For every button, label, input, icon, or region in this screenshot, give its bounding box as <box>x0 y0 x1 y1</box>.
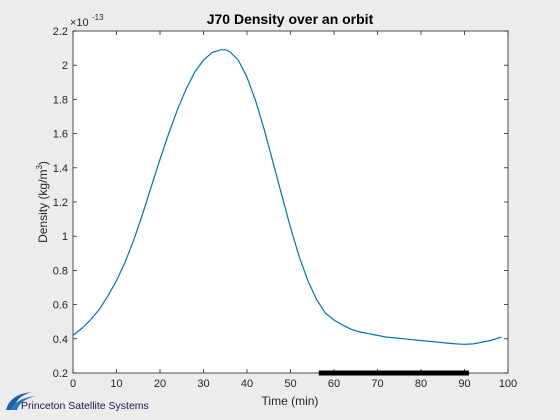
x-tick-label: 40 <box>241 378 253 390</box>
y-tick-label: 1.4 <box>53 163 68 175</box>
x-tick-label: 30 <box>197 378 209 390</box>
y-tick-label: 0.8 <box>53 265 68 277</box>
x-tick-label: 50 <box>284 378 296 390</box>
y-axis-label: Density (kg/m3) <box>35 161 50 243</box>
y-tick-label: 0.6 <box>53 300 68 312</box>
y-axis-label-sup: 3 <box>35 165 44 170</box>
eclipse-bar <box>318 370 469 376</box>
y-tick-label: 1 <box>62 231 68 243</box>
y-tick-label: 1.8 <box>53 94 68 106</box>
y-ticks: 0.2 0.4 0.6 0.8 1 1.2 1.4 1.6 1.8 2 2.2 <box>53 26 508 380</box>
y-tick-label: 2 <box>62 60 68 72</box>
exponent-power: -13 <box>92 13 104 22</box>
x-tick-label: 10 <box>110 378 122 390</box>
y-tick-label: 1.6 <box>53 129 68 141</box>
x-axis-label: Time (min) <box>262 394 319 408</box>
x-tick-label: 90 <box>458 378 470 390</box>
logo: Princeton Satellite Systems <box>4 388 174 418</box>
plot-area <box>72 30 509 374</box>
x-tick-label: 80 <box>415 378 427 390</box>
x-tick-label: 100 <box>499 378 517 390</box>
y-tick-label: 0.4 <box>53 334 68 346</box>
exponent-base: ×10 <box>70 17 89 29</box>
x-ticks: 0 10 20 30 40 50 60 70 80 90 100 <box>70 31 517 390</box>
x-tick-label: 0 <box>70 378 76 390</box>
x-tick-label: 70 <box>371 378 383 390</box>
logo-text: Princeton Satellite Systems <box>21 400 149 412</box>
y-tick-label: 2.2 <box>53 26 68 38</box>
y-axis-label-main: Density (kg/m <box>36 170 50 243</box>
density-series-line <box>72 49 502 345</box>
chart-title: J70 Density over an orbit <box>207 11 374 27</box>
x-tick-label: 20 <box>154 378 166 390</box>
x-tick-label: 60 <box>328 378 340 390</box>
y-tick-label: 1.2 <box>53 197 68 209</box>
y-tick-label: 0.2 <box>53 368 68 380</box>
swoosh-icon <box>6 392 36 410</box>
y-axis-label-close: ) <box>36 161 50 165</box>
